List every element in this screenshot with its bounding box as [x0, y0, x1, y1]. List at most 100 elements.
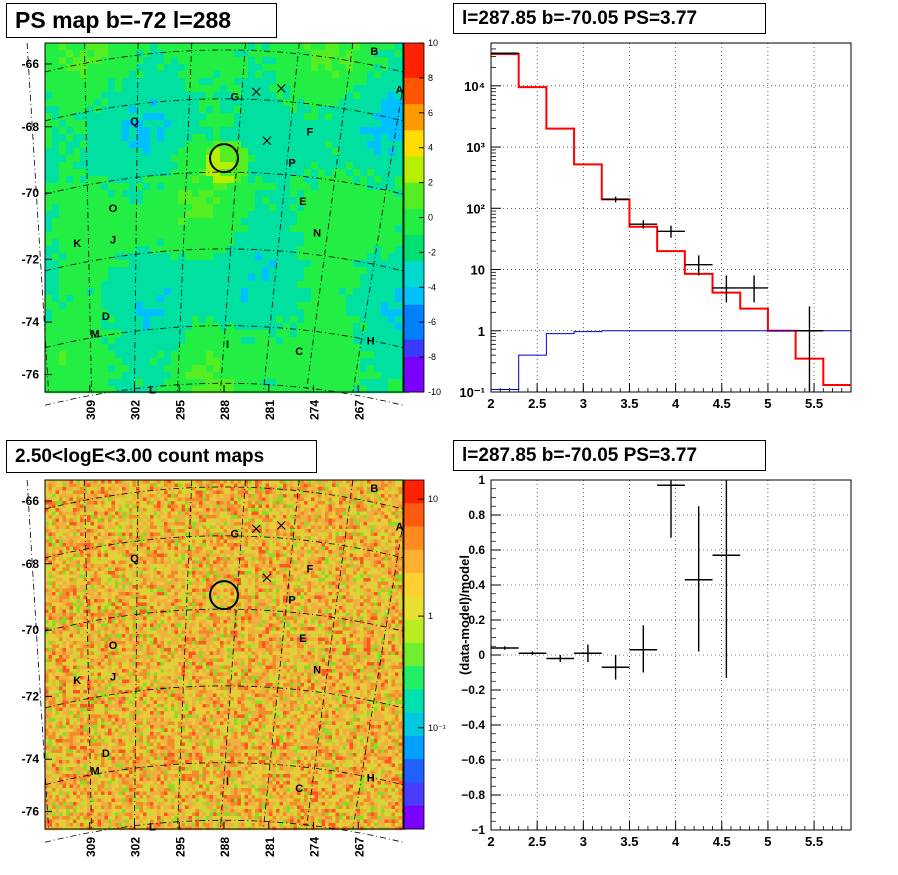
map-pixel — [272, 529, 277, 533]
source-label-d: D — [102, 311, 110, 323]
map-pixel — [178, 106, 186, 114]
map-pixel — [202, 490, 207, 495]
map-pixel — [157, 550, 161, 554]
map-pixel — [129, 50, 137, 58]
map-pixel — [108, 232, 116, 240]
map-pixel — [360, 288, 368, 296]
map-pixel — [185, 155, 193, 163]
map-pixel — [216, 480, 221, 484]
map-pixel — [76, 494, 81, 498]
map-pixel — [381, 141, 389, 149]
map-pixel — [195, 487, 200, 491]
map-pixel — [59, 267, 67, 275]
map-pixel — [195, 539, 200, 544]
map-pixel — [87, 309, 95, 317]
map-pixel — [234, 379, 242, 387]
map-pixel — [248, 239, 256, 247]
map-pixel — [283, 260, 291, 268]
map-pixel — [94, 511, 98, 516]
map-pixel — [332, 85, 340, 93]
map-pixel — [262, 50, 270, 58]
map-pixel — [388, 494, 392, 498]
map-pixel — [122, 225, 130, 233]
map-pixel — [80, 358, 88, 366]
map-pixel — [283, 546, 287, 551]
map-pixel — [388, 323, 396, 331]
map-pixel — [45, 504, 49, 509]
map-pixel — [381, 532, 385, 537]
map-pixel — [206, 309, 214, 317]
map-pixel — [391, 511, 396, 516]
map-pixel — [174, 515, 179, 519]
map-pixel — [171, 176, 179, 184]
map-pixel — [45, 260, 53, 268]
map-pixel — [248, 127, 256, 135]
map-pixel — [227, 358, 235, 366]
map-pixel — [227, 546, 231, 551]
map-pixel — [311, 176, 319, 184]
map-pixel — [251, 490, 256, 495]
map-pixel — [328, 483, 333, 488]
map-pixel — [360, 211, 368, 219]
map-pixel — [388, 508, 392, 512]
map-pixel — [360, 309, 368, 317]
map-pixel — [192, 525, 196, 530]
map-pixel — [391, 483, 396, 488]
map-pixel — [283, 358, 291, 366]
map-pixel — [262, 197, 270, 205]
map-pixel — [209, 515, 214, 519]
map-pixel — [139, 490, 144, 495]
map-pixel — [129, 546, 133, 551]
map-pixel — [80, 92, 88, 100]
map-pixel — [153, 550, 158, 554]
map-pixel — [66, 515, 70, 519]
map-pixel — [388, 225, 396, 233]
map-pixel — [185, 127, 193, 135]
map-pixel — [115, 71, 123, 79]
map-pixel — [59, 497, 63, 502]
map-pixel — [325, 508, 329, 512]
map-pixel — [150, 358, 158, 366]
map-pixel — [94, 253, 102, 261]
map-pixel — [171, 78, 179, 86]
map-pixel — [52, 141, 60, 149]
map-pixel — [213, 71, 221, 79]
map-pixel — [276, 78, 284, 86]
map-pixel — [48, 536, 53, 540]
map-pixel — [248, 267, 256, 275]
map-pixel — [395, 85, 403, 93]
map-pixel — [90, 518, 95, 523]
map-pixel — [227, 239, 235, 247]
map-pixel — [220, 190, 228, 198]
map-pixel — [304, 497, 308, 502]
map-pixel — [244, 497, 249, 502]
map-pixel — [307, 480, 312, 484]
map-pixel — [374, 141, 382, 149]
map-pixel — [59, 155, 67, 163]
map-pixel — [73, 106, 81, 114]
map-pixel — [283, 127, 291, 135]
map-pixel — [318, 344, 326, 352]
map-pixel — [346, 148, 354, 156]
map-pixel — [129, 64, 137, 72]
map-pixel — [69, 515, 74, 519]
map-pixel — [269, 532, 273, 537]
map-pixel — [353, 197, 361, 205]
map-pixel — [185, 253, 193, 261]
map-pixel — [108, 372, 116, 380]
map-pixel — [388, 162, 396, 170]
map-pixel — [101, 246, 109, 254]
map-pixel — [192, 204, 200, 212]
map-pixel — [388, 211, 396, 219]
map-pixel — [73, 529, 77, 533]
map-pixel — [111, 508, 116, 512]
map-pixels — [45, 43, 410, 394]
map-pixel — [185, 483, 189, 488]
map-pixel — [108, 211, 116, 219]
map-pixel — [248, 497, 252, 502]
map-pixel — [202, 536, 207, 540]
map-pixel — [94, 204, 102, 212]
map-pixel — [73, 57, 81, 65]
map-pixel — [353, 267, 361, 275]
map-pixel — [346, 134, 354, 142]
